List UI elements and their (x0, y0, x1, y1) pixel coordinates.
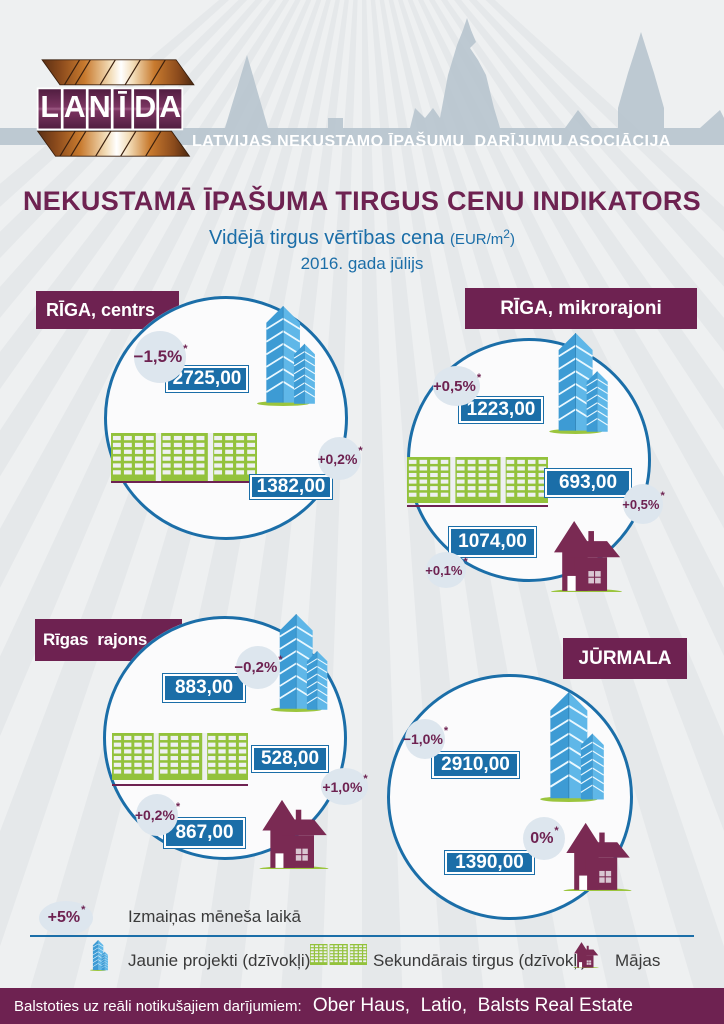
svg-text:I: I (118, 91, 126, 124)
svg-text:D: D (134, 91, 156, 124)
svg-text:A: A (64, 91, 86, 124)
svg-text:L: L (40, 91, 59, 124)
svg-text:N: N (89, 91, 111, 124)
svg-text:A: A (159, 91, 181, 124)
